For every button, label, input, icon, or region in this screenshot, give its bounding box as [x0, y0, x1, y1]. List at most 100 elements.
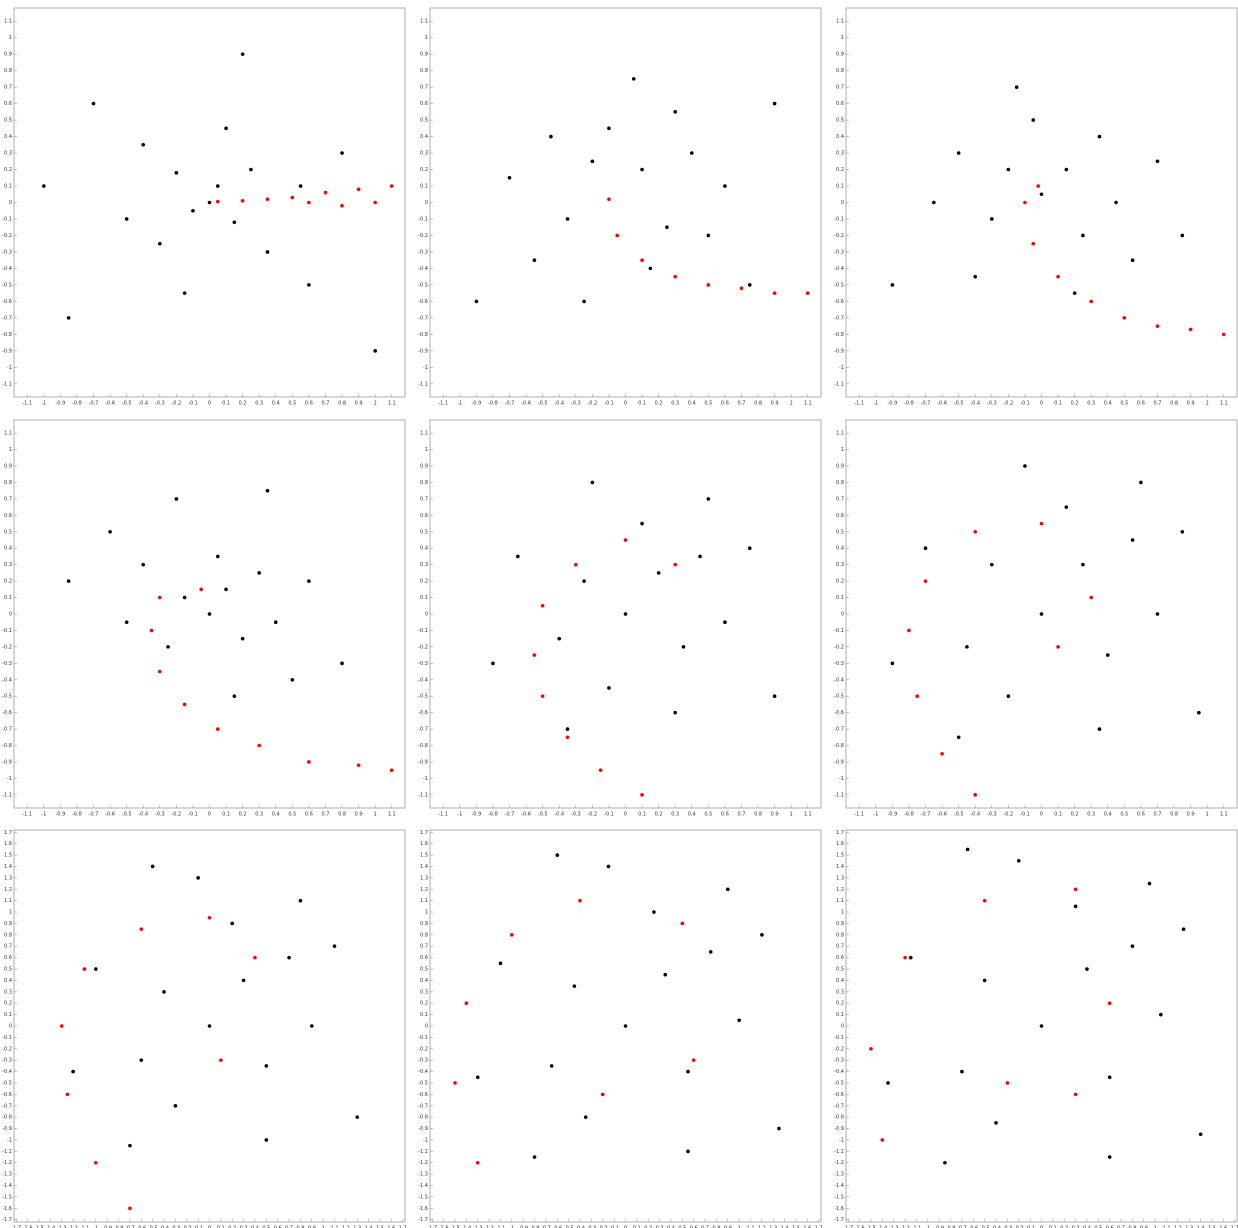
- x-tick-label: 0.5: [1120, 401, 1128, 407]
- y-tick-label: 0.4: [836, 134, 844, 140]
- y-tick-label: -0.9: [2, 759, 12, 765]
- x-tick-label: -1: [41, 401, 46, 407]
- y-tick-label: 1: [9, 35, 12, 41]
- particle: [233, 694, 237, 698]
- x-tick-label: 0.6: [721, 812, 729, 818]
- y-tick-label: 0.8: [836, 68, 844, 74]
- particle: [1015, 85, 1019, 89]
- particle: [128, 1144, 132, 1148]
- y-tick-label: -0.2: [2, 644, 12, 650]
- x-tick-label: -0.2: [1003, 401, 1013, 407]
- particle: [307, 760, 311, 764]
- y-tick-label: 1.3: [4, 875, 12, 881]
- y-tick-label: -1.3: [418, 1172, 428, 1178]
- particle: [533, 653, 537, 657]
- particle: [1056, 275, 1060, 279]
- y-tick-label: -1.5: [418, 1194, 428, 1200]
- particle: [663, 973, 667, 977]
- particle: [1056, 645, 1060, 649]
- y-tick-label: 0.9: [836, 464, 844, 470]
- x-tick-label: -0.4: [554, 401, 564, 407]
- particle: [965, 645, 969, 649]
- particle: [158, 596, 162, 600]
- particle: [990, 217, 994, 221]
- y-tick-label: 0.6: [836, 513, 844, 519]
- particle: [67, 316, 71, 320]
- y-tick-label: 1.7: [4, 830, 12, 836]
- y-tick-label: -1.2: [418, 1160, 428, 1166]
- x-tick-label: 0.3: [255, 401, 263, 407]
- particle: [973, 275, 977, 279]
- y-tick-label: 1.1: [420, 898, 428, 904]
- y-tick-label: -0.8: [418, 332, 428, 338]
- particle: [582, 300, 586, 304]
- y-tick-label: -0.8: [834, 743, 844, 749]
- y-tick-label: 0.6: [4, 955, 12, 961]
- page: -1.1 -1 -0.9 -0.8 -0.7 -0.6 -0.5 -0.4 -0.3 -0.2 -0…: [0, 0, 1238, 1228]
- y-tick-label: 0.1: [836, 1012, 844, 1018]
- particle: [983, 899, 987, 903]
- y-tick-label: -1: [7, 776, 12, 782]
- x-tick-label: 0.2: [239, 401, 247, 407]
- y-tick-label: 1: [9, 447, 12, 453]
- particle: [208, 612, 212, 616]
- y-tick-label: 1: [425, 910, 428, 916]
- figure: -1.1 -1 -0.9 -0.8 -0.7 -0.6 -0.5 -0.4 -0.3 -0.2 -0…: [0, 0, 1238, 1228]
- particle: [1006, 1081, 1010, 1085]
- y-tick-label: 0.5: [836, 118, 844, 124]
- particle: [1073, 291, 1077, 295]
- y-tick-label: -1.5: [2, 1194, 12, 1200]
- y-tick-label: 0.3: [420, 151, 428, 157]
- y-tick-label: 1.4: [836, 864, 844, 870]
- y-tick-label: -1.1: [2, 1149, 12, 1155]
- particle: [709, 950, 713, 954]
- y-tick-label: 0.7: [836, 496, 844, 502]
- particle: [508, 176, 512, 180]
- y-tick-label: 0.7: [4, 496, 12, 502]
- x-tick-label: 0.7: [737, 812, 745, 818]
- y-tick-label: 1.1: [4, 431, 12, 437]
- x-tick-label: 0.2: [655, 812, 663, 818]
- x-tick-label: 1.1: [388, 401, 396, 407]
- y-tick-label: 1: [9, 910, 12, 916]
- particle: [707, 497, 711, 501]
- x-tick-label: 0: [624, 812, 627, 818]
- y-tick-label: 0.5: [836, 529, 844, 535]
- particle: [932, 201, 936, 205]
- y-tick-label: 0.9: [4, 464, 12, 470]
- x-tick-label: 0.7: [1153, 812, 1161, 818]
- particle: [340, 151, 344, 155]
- y-tick-label: 0.8: [420, 68, 428, 74]
- particle: [869, 1047, 873, 1051]
- x-tick-label: -0.2: [171, 812, 181, 818]
- particle: [1074, 905, 1078, 909]
- particle: [881, 1138, 885, 1142]
- x-tick-label: -0.9: [472, 812, 482, 818]
- particle: [886, 1081, 890, 1085]
- particle: [940, 752, 944, 756]
- particle: [241, 199, 245, 203]
- y-tick-label: -1: [7, 365, 12, 371]
- particle: [196, 876, 200, 880]
- particle: [1131, 538, 1135, 542]
- particle: [723, 184, 727, 188]
- x-tick-label: 0.6: [305, 812, 313, 818]
- x-tick-label: 0.6: [305, 401, 313, 407]
- particle: [94, 967, 98, 971]
- particle: [673, 110, 677, 114]
- particle: [224, 588, 228, 592]
- particle: [224, 127, 228, 131]
- x-tick-label: 0: [624, 401, 627, 407]
- y-tick-label: -0.5: [834, 282, 844, 288]
- particle: [71, 1070, 75, 1074]
- particle: [773, 291, 777, 295]
- y-tick-label: -0.6: [2, 299, 12, 305]
- x-tick-label: -0.7: [921, 812, 931, 818]
- y-tick-label: -0.3: [834, 1058, 844, 1064]
- y-tick-label: 0.3: [4, 562, 12, 568]
- x-tick-label: -0.7: [505, 401, 515, 407]
- y-tick-label: -1.1: [2, 381, 12, 387]
- y-tick-label: 0.1: [420, 595, 428, 601]
- particle: [973, 793, 977, 797]
- y-tick-label: -1: [839, 365, 844, 371]
